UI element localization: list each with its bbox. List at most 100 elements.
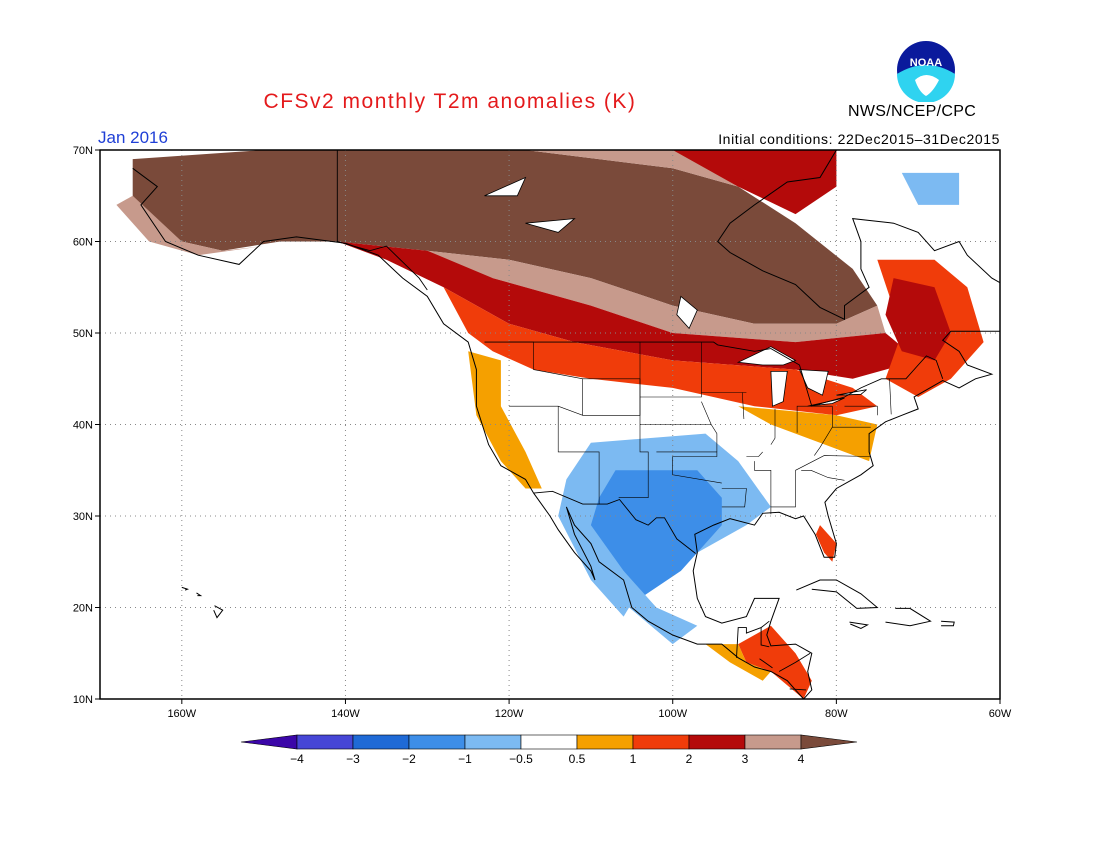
colorbar-bin — [744, 734, 802, 750]
country-border — [759, 658, 773, 669]
coastline — [796, 579, 879, 609]
lake — [676, 295, 698, 330]
coastline — [849, 621, 870, 630]
country-border — [336, 150, 428, 291]
state-border — [701, 401, 718, 452]
country-border — [789, 688, 807, 691]
state-border — [618, 342, 649, 499]
lake — [484, 176, 527, 197]
state-border — [640, 342, 702, 398]
state-border — [582, 378, 641, 416]
country-border — [778, 652, 811, 672]
lat-tick-label: 10N — [73, 694, 93, 706]
colorbar-label: 4 — [798, 752, 805, 766]
colorbar-high-arrow — [800, 734, 858, 750]
state-border — [844, 405, 878, 416]
anomaly-region-west-coast — [468, 351, 542, 489]
coastline — [196, 592, 203, 597]
state-border — [557, 406, 600, 505]
anomaly-region-quebec-dark — [885, 278, 951, 361]
state-border — [814, 427, 833, 456]
state-border — [770, 408, 776, 445]
colorbar-bin — [688, 734, 746, 750]
state-border — [742, 392, 745, 420]
noaa-logo-icon: NOAA — [897, 41, 955, 102]
map-title: CFSv2 monthly T2m anomalies (K) — [263, 90, 637, 113]
lat-tick-label: 40N — [73, 420, 93, 432]
lat-tick-label: 30N — [73, 511, 93, 523]
country-border — [736, 620, 770, 658]
lon-tick-label: 60W — [989, 708, 1012, 720]
lon-tick-label: 120W — [495, 708, 524, 720]
colorbar-bin — [464, 734, 522, 750]
anomaly-region-canada-north — [337, 150, 878, 324]
colorbar-label: −4 — [290, 752, 304, 766]
lake — [770, 370, 788, 407]
state-border — [801, 469, 845, 481]
coastline — [941, 620, 955, 627]
state-border — [754, 461, 772, 515]
state-border — [889, 378, 892, 415]
colorbar-bin — [296, 734, 354, 750]
anomaly-region-arctic-red — [672, 150, 837, 215]
colorbar-bin — [632, 734, 690, 750]
lat-tick-label: 20N — [73, 603, 93, 615]
colorbar-label: 1 — [630, 752, 637, 766]
state-border — [746, 451, 763, 457]
lon-tick-label: 160W — [167, 708, 196, 720]
anomaly-region-central-america — [738, 625, 812, 699]
anomaly-region-canada-pink — [410, 250, 886, 343]
country-border — [484, 341, 944, 407]
anomaly-region-florida — [815, 525, 837, 562]
colorbar-bin — [520, 734, 578, 750]
lat-tick-label: 70N — [73, 145, 93, 157]
colorbar-bin — [408, 734, 466, 750]
colorbar: −4 −3 −2 −1 −0.5 0.5 1 2 3 4 — [240, 734, 858, 766]
colorbar-label: −1 — [458, 752, 472, 766]
colorbar-label: −3 — [346, 752, 360, 766]
anomaly-region-east-orange — [738, 406, 878, 462]
latitude-labels: 70N 60N 50N 40N 30N 20N 10N — [73, 145, 100, 706]
anomaly-region-west-orange — [443, 287, 878, 416]
logo-text: NOAA — [910, 57, 942, 69]
lon-tick-label: 80W — [825, 708, 848, 720]
state-border — [795, 455, 871, 471]
anomaly-region-greenland-blue — [901, 172, 960, 205]
coastline — [692, 150, 1000, 699]
state-border — [656, 451, 722, 484]
country-border — [533, 490, 696, 554]
anomaly-region-texas-blue — [590, 470, 722, 599]
agency-label: NWS/NCEP/CPC — [848, 103, 977, 120]
state-border — [796, 405, 833, 433]
lake — [525, 218, 576, 233]
state-border — [721, 488, 747, 508]
anomaly-region-central-orange — [705, 644, 771, 681]
colorbar-label: −2 — [402, 752, 416, 766]
coastline — [132, 167, 804, 699]
colorbar-label: −0.5 — [509, 752, 533, 766]
lat-tick-label: 50N — [73, 328, 93, 340]
colorbar-bin — [352, 734, 410, 750]
lon-tick-label: 140W — [331, 708, 360, 720]
colorbar-bin — [576, 734, 634, 750]
coastline — [181, 586, 190, 591]
anomaly-region-alaska-edge — [116, 195, 264, 256]
lat-tick-label: 60N — [73, 237, 93, 249]
colorbar-label: 3 — [742, 752, 749, 766]
colorbar-low-arrow — [240, 734, 298, 750]
state-border — [770, 470, 796, 508]
colorbar-label: 0.5 — [569, 752, 586, 766]
country-border — [760, 627, 770, 648]
coastline — [213, 605, 224, 619]
anomaly-region-bc-red — [337, 241, 919, 379]
forecast-month: Jan 2016 — [98, 128, 168, 147]
coastlines — [132, 150, 1000, 699]
colorbar-label: 2 — [686, 752, 693, 766]
coastline — [885, 607, 932, 627]
anomaly-region-alaska — [132, 150, 338, 251]
lon-tick-label: 100W — [658, 708, 687, 720]
anomaly-region-mexico-blue — [607, 570, 698, 645]
initial-conditions: Initial conditions: 22Dec2015–31Dec2015 — [718, 131, 1000, 147]
longitude-labels: 160W 140W 120W 100W 80W 60W — [167, 699, 1012, 720]
